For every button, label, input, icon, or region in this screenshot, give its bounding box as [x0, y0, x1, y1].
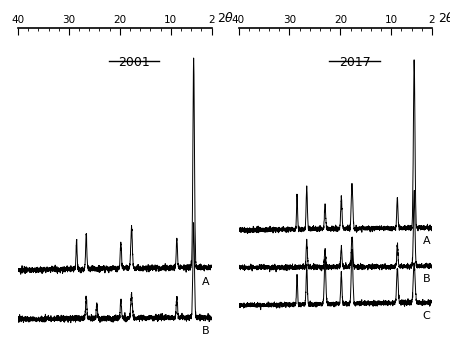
Text: B: B: [423, 274, 431, 283]
Text: 2017: 2017: [339, 56, 370, 69]
Text: $2\theta$: $2\theta$: [217, 11, 234, 25]
Text: C: C: [423, 311, 431, 321]
Text: A: A: [202, 277, 210, 287]
Text: $2\theta$: $2\theta$: [438, 11, 450, 25]
Text: B: B: [202, 326, 210, 336]
Text: 2001: 2001: [118, 56, 150, 69]
Text: A: A: [423, 236, 431, 246]
